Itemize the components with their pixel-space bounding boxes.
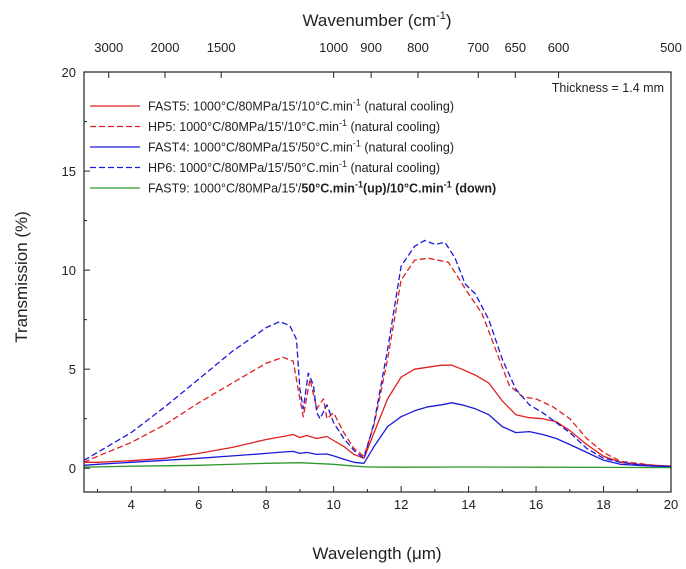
legend-label-fast5: FAST5: 1000°C/80MPa/15'/10°C.min-1 (natu… bbox=[148, 98, 454, 114]
series-line-fast4 bbox=[83, 402, 672, 468]
x-tick-label: 12 bbox=[394, 497, 408, 512]
top-tick-label: 3000 bbox=[94, 40, 123, 55]
legend-text-part: (up)/10°C.min bbox=[363, 182, 444, 196]
y-axis-title: Transmission (%) bbox=[12, 211, 31, 343]
legend-label-hp5: HP5: 1000°C/80MPa/15'/10°C.min-1 (natura… bbox=[148, 118, 440, 134]
x-tick-label: 4 bbox=[128, 497, 135, 512]
x-tick-label: 10 bbox=[326, 497, 340, 512]
top-tick-label: 1500 bbox=[207, 40, 236, 55]
y-tick-label: 15 bbox=[62, 164, 76, 179]
x-tick-label: 8 bbox=[263, 497, 270, 512]
series-layer bbox=[83, 239, 672, 469]
top-tick-label: 2000 bbox=[151, 40, 180, 55]
plot-area bbox=[84, 72, 671, 492]
x-tick-label: 16 bbox=[529, 497, 543, 512]
legend-text-part: FAST9: 1000°C/80MPa/15'/ bbox=[148, 182, 302, 196]
y-tick-label: 5 bbox=[69, 362, 76, 377]
legend-superscript: -1 bbox=[339, 118, 347, 128]
x-tick-label: 18 bbox=[596, 497, 610, 512]
axes-layer: 4 6 8 10 12 14 16 18 20 0 5 10 15 20 3000 2000 1500 1000 9… bbox=[62, 40, 682, 512]
top-axis-title-main: Wavenumber (cm bbox=[303, 11, 437, 30]
legend-superscript: -1 bbox=[444, 180, 452, 190]
legend-text-part: (natural cooling) bbox=[361, 141, 454, 155]
x-tick-label: 14 bbox=[461, 497, 475, 512]
legend-label-fast9: FAST9: 1000°C/80MPa/15'/50°C.min-1(up)/1… bbox=[148, 180, 496, 196]
legend-text-part: FAST5: 1000°C/80MPa/15'/10°C.min bbox=[148, 100, 353, 114]
y-tick-label: 10 bbox=[62, 263, 76, 278]
series-line-fast5 bbox=[84, 364, 672, 467]
series-line-fast9 bbox=[83, 462, 672, 469]
legend-text-part: (natural cooling) bbox=[347, 120, 440, 134]
x-tick-label: 6 bbox=[195, 497, 202, 512]
x-axis-title: Wavelength (μm) bbox=[312, 544, 441, 563]
top-tick-label: 700 bbox=[467, 40, 489, 55]
y-tick-label: 0 bbox=[69, 461, 76, 476]
legend-text-part: FAST4: 1000°C/80MPa/15'/50°C.min bbox=[148, 141, 353, 155]
legend-text-part: HP6: 1000°C/80MPa/15'/50°C.min bbox=[148, 161, 339, 175]
legend-superscript: -1 bbox=[353, 98, 361, 108]
top-axis-title: Wavenumber (cm-1) bbox=[303, 10, 452, 30]
top-axis-title-sup: -1 bbox=[436, 10, 446, 22]
top-tick-label: 650 bbox=[504, 40, 526, 55]
legend-superscript: -1 bbox=[355, 180, 363, 190]
legend-text-part: HP5: 1000°C/80MPa/15'/10°C.min bbox=[148, 120, 339, 134]
top-tick-label: 1000 bbox=[319, 40, 348, 55]
legend-label-hp6: HP6: 1000°C/80MPa/15'/50°C.min-1 (natura… bbox=[148, 159, 440, 175]
top-tick-label: 900 bbox=[360, 40, 382, 55]
top-tick-label: 800 bbox=[407, 40, 429, 55]
legend-text-part: (down) bbox=[452, 182, 496, 196]
legend-text-part: (natural cooling) bbox=[347, 161, 440, 175]
y-tick-label: 20 bbox=[62, 65, 76, 80]
legend-text-part: (natural cooling) bbox=[361, 100, 454, 114]
legend: FAST5: 1000°C/80MPa/15'/10°C.min-1 (natu… bbox=[90, 98, 496, 196]
top-tick-label: 500 bbox=[660, 40, 682, 55]
legend-superscript: -1 bbox=[339, 159, 347, 169]
x-tick-label: 20 bbox=[664, 497, 678, 512]
legend-text-part: 50°C.min bbox=[301, 182, 355, 196]
plot-background bbox=[84, 72, 671, 492]
legend-superscript: -1 bbox=[353, 139, 361, 149]
top-axis-title-end: ) bbox=[446, 11, 452, 30]
top-tick-label: 600 bbox=[548, 40, 570, 55]
plot-frame bbox=[83, 71, 672, 493]
legend-label-fast4: FAST4: 1000°C/80MPa/15'/50°C.min-1 (natu… bbox=[148, 139, 454, 155]
series-line-hp6 bbox=[83, 239, 672, 467]
series-line-hp5 bbox=[83, 257, 672, 467]
thickness-annotation: Thickness = 1.4 mm bbox=[552, 81, 664, 95]
